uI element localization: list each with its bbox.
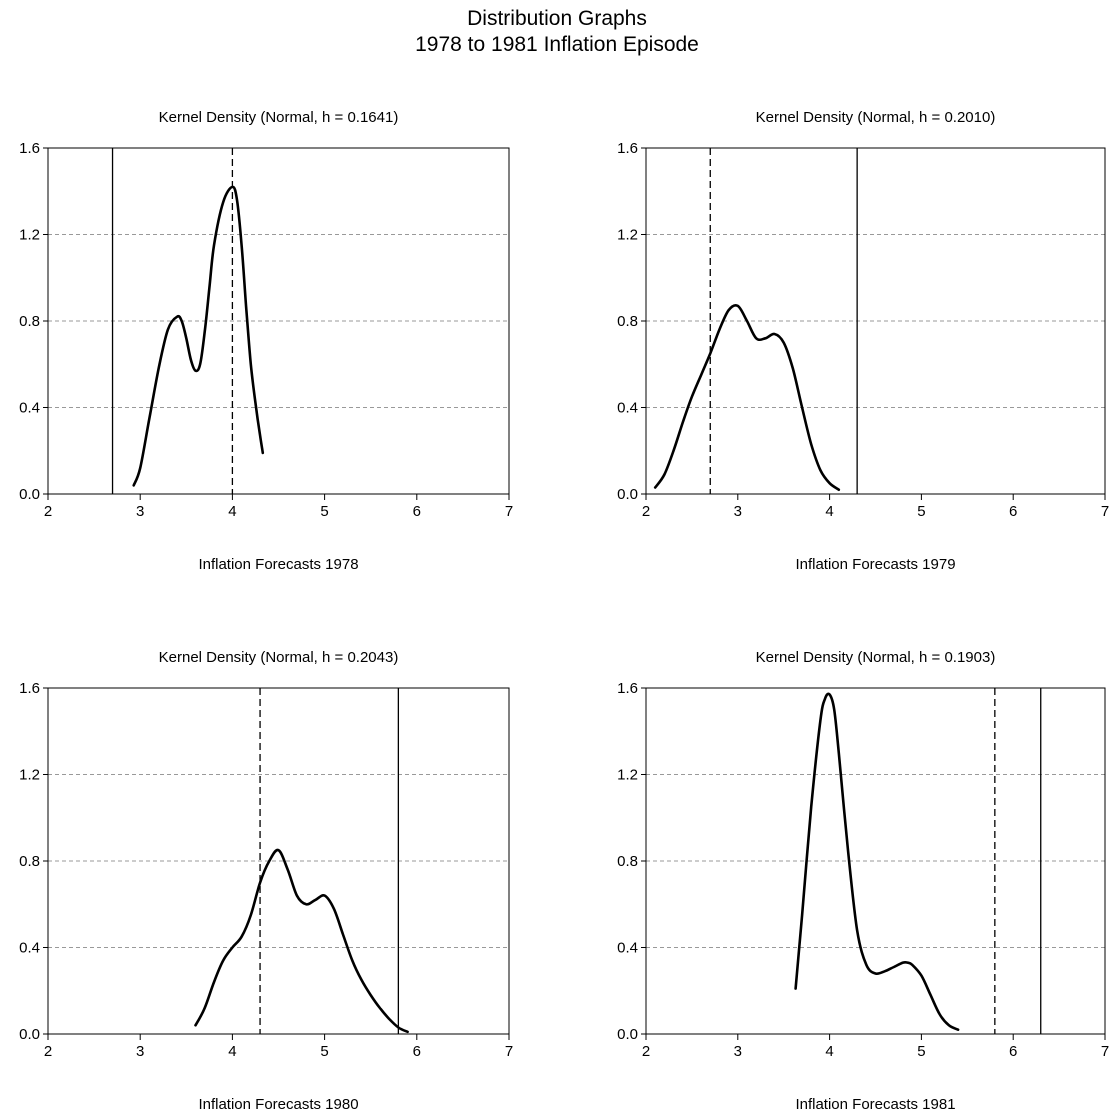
x-tick-label: 2 xyxy=(642,1043,650,1060)
y-tick-label: 1.6 xyxy=(617,140,638,157)
x-tick-label: 7 xyxy=(505,1043,513,1060)
y-tick-label: 0.0 xyxy=(617,1026,638,1043)
x-tick-label: 3 xyxy=(734,503,742,520)
x-tick-label: 5 xyxy=(320,503,328,520)
y-tick-label: 0.4 xyxy=(19,940,40,957)
x-tick-label: 3 xyxy=(136,1043,144,1060)
chart-panel-1: Kernel Density (Normal, h = 0.1641) 0.0 0.… xyxy=(19,109,513,573)
y-tick-label: 0.8 xyxy=(19,853,40,870)
y-tick-label: 0.0 xyxy=(617,486,638,503)
chart-title: Kernel Density (Normal, h = 0.2010) xyxy=(756,109,996,126)
figure-title-line-1: Distribution Graphs xyxy=(467,7,647,30)
chart-panel-2: Kernel Density (Normal, h = 0.2010) 0.0 0.… xyxy=(617,109,1109,573)
y-tick-label: 1.2 xyxy=(617,767,638,784)
y-tick-label: 0.8 xyxy=(617,853,638,870)
chart-title: Kernel Density (Normal, h = 0.1903) xyxy=(756,649,996,666)
y-tick-label: 0.4 xyxy=(617,940,638,957)
y-tick-label: 0.4 xyxy=(19,400,40,417)
x-tick-label: 7 xyxy=(1101,1043,1109,1060)
x-tick-label: 5 xyxy=(320,1043,328,1060)
y-tick-label: 0.8 xyxy=(617,313,638,330)
x-tick-label: 5 xyxy=(917,1043,925,1060)
y-tick-label: 0.0 xyxy=(19,1026,40,1043)
x-axis-label: Inflation Forecasts 1980 xyxy=(198,1096,358,1113)
chart-panel-4: Kernel Density (Normal, h = 0.1903) 0.0 0.… xyxy=(617,649,1109,1113)
plot-frame xyxy=(47,687,510,1035)
x-tick-label: 7 xyxy=(505,503,513,520)
x-axis-label: Inflation Forecasts 1978 xyxy=(198,556,358,573)
y-tick-label: 0.4 xyxy=(617,400,638,417)
x-tick-label: 5 xyxy=(917,503,925,520)
x-tick-label: 4 xyxy=(228,503,236,520)
density-curve xyxy=(132,185,265,487)
x-axis-label: Inflation Forecasts 1981 xyxy=(795,1096,955,1113)
x-tick-label: 6 xyxy=(1009,1043,1017,1060)
x-tick-label: 6 xyxy=(413,503,421,520)
x-tick-label: 2 xyxy=(44,503,52,520)
y-tick-label: 1.2 xyxy=(19,767,40,784)
density-curve xyxy=(794,692,960,1031)
y-tick-label: 1.6 xyxy=(617,680,638,697)
density-curve xyxy=(653,303,841,491)
plot-frame xyxy=(645,147,1106,495)
x-tick-label: 6 xyxy=(1009,503,1017,520)
chart-panel-3: Kernel Density (Normal, h = 0.2043) 0.0 0.… xyxy=(19,649,513,1113)
y-tick-label: 1.6 xyxy=(19,680,40,697)
x-axis-label: Inflation Forecasts 1979 xyxy=(795,556,955,573)
x-tick-label: 4 xyxy=(825,1043,833,1060)
plot-frame xyxy=(47,147,510,495)
x-tick-label: 7 xyxy=(1101,503,1109,520)
figure-title-line-2: 1978 to 1981 Inflation Episode xyxy=(415,33,699,56)
y-tick-label: 1.6 xyxy=(19,140,40,157)
chart-title: Kernel Density (Normal, h = 0.2043) xyxy=(159,649,399,666)
chart-title: Kernel Density (Normal, h = 0.1641) xyxy=(159,109,399,126)
y-tick-label: 0.8 xyxy=(19,313,40,330)
x-tick-label: 4 xyxy=(228,1043,236,1060)
x-tick-label: 6 xyxy=(413,1043,421,1060)
y-tick-label: 1.2 xyxy=(19,227,40,244)
x-tick-label: 3 xyxy=(136,503,144,520)
x-tick-label: 2 xyxy=(44,1043,52,1060)
y-tick-label: 1.2 xyxy=(617,227,638,244)
x-tick-label: 4 xyxy=(825,503,833,520)
density-curve xyxy=(194,848,409,1034)
x-tick-label: 3 xyxy=(734,1043,742,1060)
y-tick-label: 0.0 xyxy=(19,486,40,503)
plot-frame xyxy=(645,687,1106,1035)
x-tick-label: 2 xyxy=(642,503,650,520)
